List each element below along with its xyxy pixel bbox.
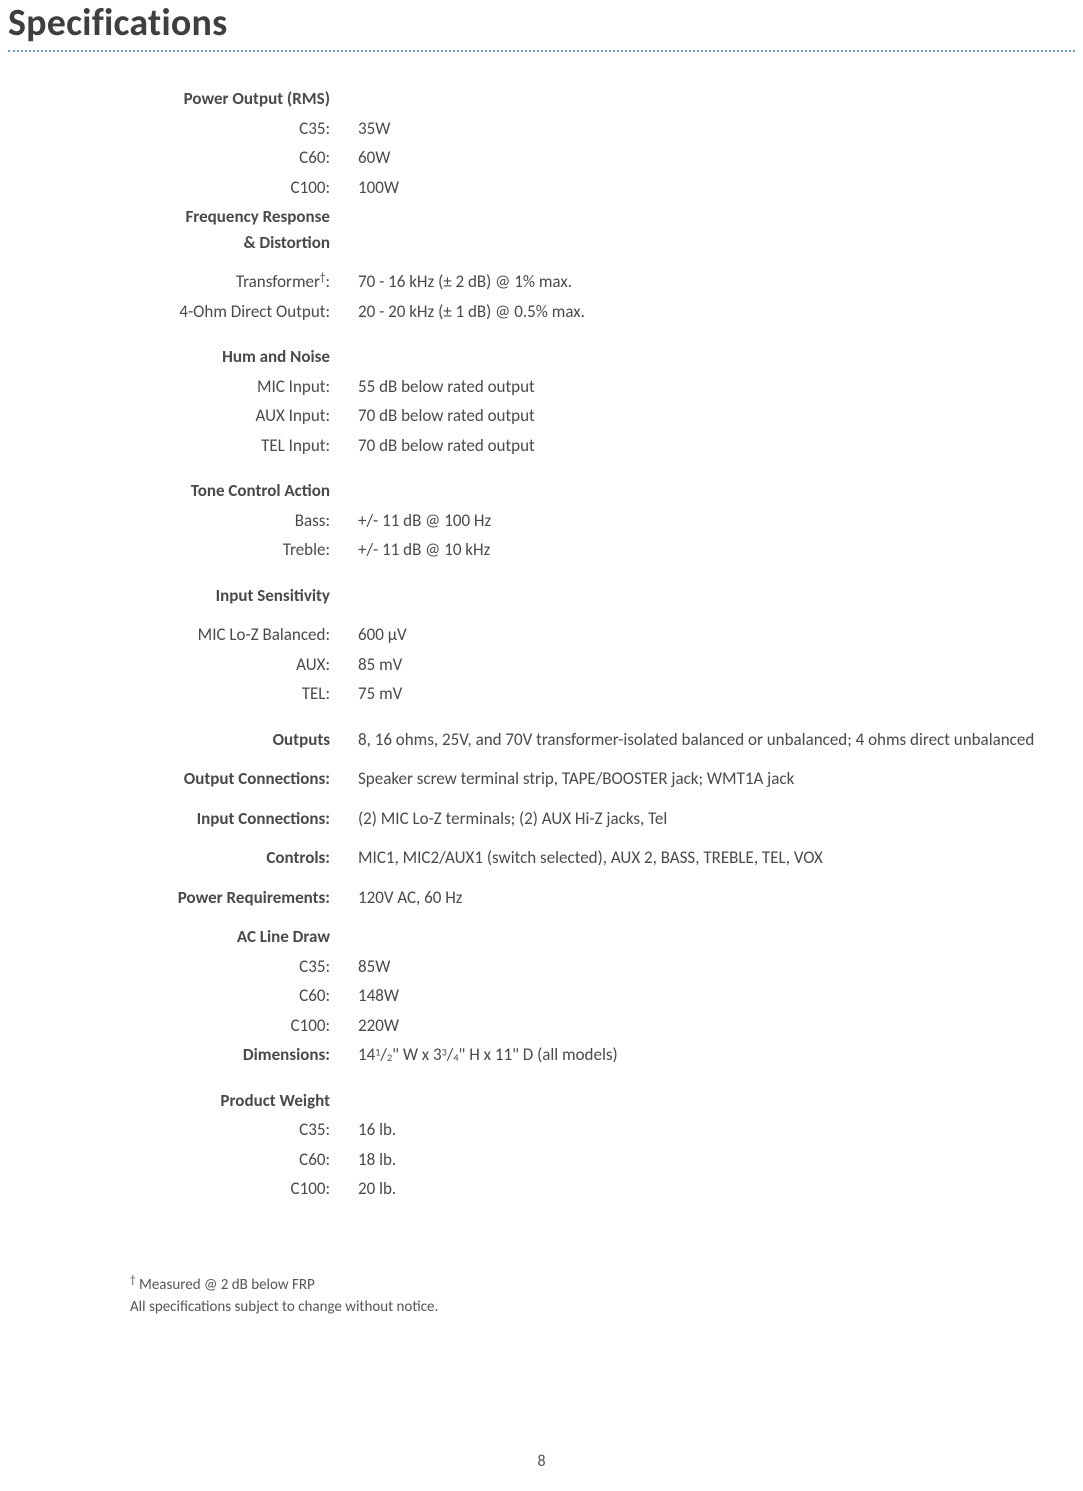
input-conn-label: Input Connections:: [0, 806, 330, 832]
dim-d: 11: [495, 1044, 512, 1065]
spec-value: 70 dB below rated output: [358, 403, 1067, 429]
empty-cell: [358, 204, 1067, 230]
spec-value: 75 mV: [358, 681, 1067, 707]
spec-label: C100:: [0, 175, 330, 201]
spec-label: AUX Input:: [0, 403, 330, 429]
spec-label: MIC Input:: [0, 374, 330, 400]
spec-label: Transformer†:: [0, 269, 330, 295]
spec-label: C60:: [0, 145, 330, 171]
dim-h-whole: 3: [433, 1044, 442, 1065]
spec-label: C35:: [0, 954, 330, 980]
spec-label: C100:: [0, 1013, 330, 1039]
fraction-den: 4: [453, 1051, 458, 1064]
outputs-value: 8, 16 ohms, 25V, and 70V transformer-iso…: [358, 727, 1067, 753]
dimensions-value: 141/2" W x 33/4" H x 11" D (all models): [358, 1042, 1067, 1068]
spec-label: C60:: [0, 1147, 330, 1173]
spec-value: +/- 11 dB @ 100 Hz: [358, 508, 1067, 534]
output-conn-value: Speaker screw terminal strip, TAPE/BOOST…: [358, 766, 1067, 792]
spec-label: AUX:: [0, 652, 330, 678]
spec-grid: Power Output (RMS) C35: 35W C60: 60W C10…: [0, 86, 1083, 1202]
page-title: Specifications: [0, 0, 1083, 50]
fraction: 1/2: [375, 1044, 392, 1065]
spec-value: 85W: [358, 954, 1067, 980]
tone-control-heading: Tone Control Action: [0, 478, 330, 504]
spec-value: 16 lb.: [358, 1117, 1067, 1143]
footnote-text: Measured @ 2 dB below FRP: [136, 1276, 315, 1294]
freq-response-heading-line1: Frequency Response: [0, 204, 330, 230]
fraction-den: 2: [387, 1051, 392, 1064]
dim-suffix: (all models): [537, 1044, 618, 1065]
footnote-line: † Measured @ 2 dB below FRP: [130, 1272, 1083, 1297]
empty-cell: [358, 86, 1067, 112]
footnote-line: All specifications subject to change wit…: [130, 1296, 1083, 1319]
power-req-label: Power Requirements:: [0, 885, 330, 911]
spec-value: 100W: [358, 175, 1067, 201]
hum-noise-heading: Hum and Noise: [0, 344, 330, 370]
spec-label: TEL Input:: [0, 433, 330, 459]
spec-value: 220W: [358, 1013, 1067, 1039]
ac-line-heading: AC Line Draw: [0, 924, 330, 950]
spec-label: MIC Lo-Z Balanced:: [0, 622, 330, 648]
spec-value: 85 mV: [358, 652, 1067, 678]
power-output-heading: Power Output (RMS): [0, 86, 330, 112]
spec-label: 4-Ohm Direct Output:: [0, 299, 330, 325]
spec-value: 20 - 20 kHz (± 1 dB) @ 0.5% max.: [358, 299, 1067, 325]
freq-response-heading-line2: & Distortion: [0, 230, 330, 256]
product-weight-heading: Product Weight: [0, 1088, 330, 1114]
empty-cell: [358, 583, 1067, 609]
outputs-label: Outputs: [0, 727, 330, 753]
spec-value: 70 dB below rated output: [358, 433, 1067, 459]
empty-cell: [358, 478, 1067, 504]
page-number: 8: [0, 1452, 1083, 1471]
empty-cell: [358, 234, 1067, 256]
output-conn-label: Output Connections:: [0, 766, 330, 792]
dimensions-label: Dimensions:: [0, 1042, 330, 1068]
spec-value: 70 - 16 kHz (± 2 dB) @ 1% max.: [358, 269, 1067, 295]
title-divider: [8, 50, 1075, 52]
empty-cell: [358, 924, 1067, 950]
spec-label: C35:: [0, 116, 330, 142]
controls-value: MIC1, MIC2/AUX1 (switch selected), AUX 2…: [358, 845, 1067, 871]
spec-value: 60W: [358, 145, 1067, 171]
spec-label: C100:: [0, 1176, 330, 1202]
spec-label: Bass:: [0, 508, 330, 534]
spec-label-post: :: [325, 271, 330, 292]
spec-label: Treble:: [0, 537, 330, 563]
spec-value: 600 µV: [358, 622, 1067, 648]
spec-label: TEL:: [0, 681, 330, 707]
spec-label: C35:: [0, 1117, 330, 1143]
power-req-value: 120V AC, 60 Hz: [358, 885, 1067, 911]
page: Specifications Power Output (RMS) C35: 3…: [0, 0, 1083, 1491]
spec-value: +/- 11 dB @ 10 kHz: [358, 537, 1067, 563]
spec-label-pre: Transformer: [236, 271, 320, 292]
spec-value: 55 dB below rated output: [358, 374, 1067, 400]
spec-value: 18 lb.: [358, 1147, 1067, 1173]
empty-cell: [358, 1088, 1067, 1114]
fraction-num: 3: [442, 1045, 447, 1058]
spec-value: 148W: [358, 983, 1067, 1009]
controls-label: Controls:: [0, 845, 330, 871]
empty-cell: [358, 344, 1067, 370]
fraction-num: 1: [375, 1045, 380, 1058]
spec-value: 20 lb.: [358, 1176, 1067, 1202]
spec-value: 35W: [358, 116, 1067, 142]
spec-label: C60:: [0, 983, 330, 1009]
input-conn-value: (2) MIC Lo-Z terminals; (2) AUX Hi-Z jac…: [358, 806, 1067, 832]
input-sensitivity-heading: Input Sensitivity: [0, 583, 330, 609]
fraction: 3/4: [442, 1044, 459, 1065]
footnotes: † Measured @ 2 dB below FRP All specific…: [0, 1272, 1083, 1319]
dim-w-whole: 14: [358, 1044, 375, 1065]
